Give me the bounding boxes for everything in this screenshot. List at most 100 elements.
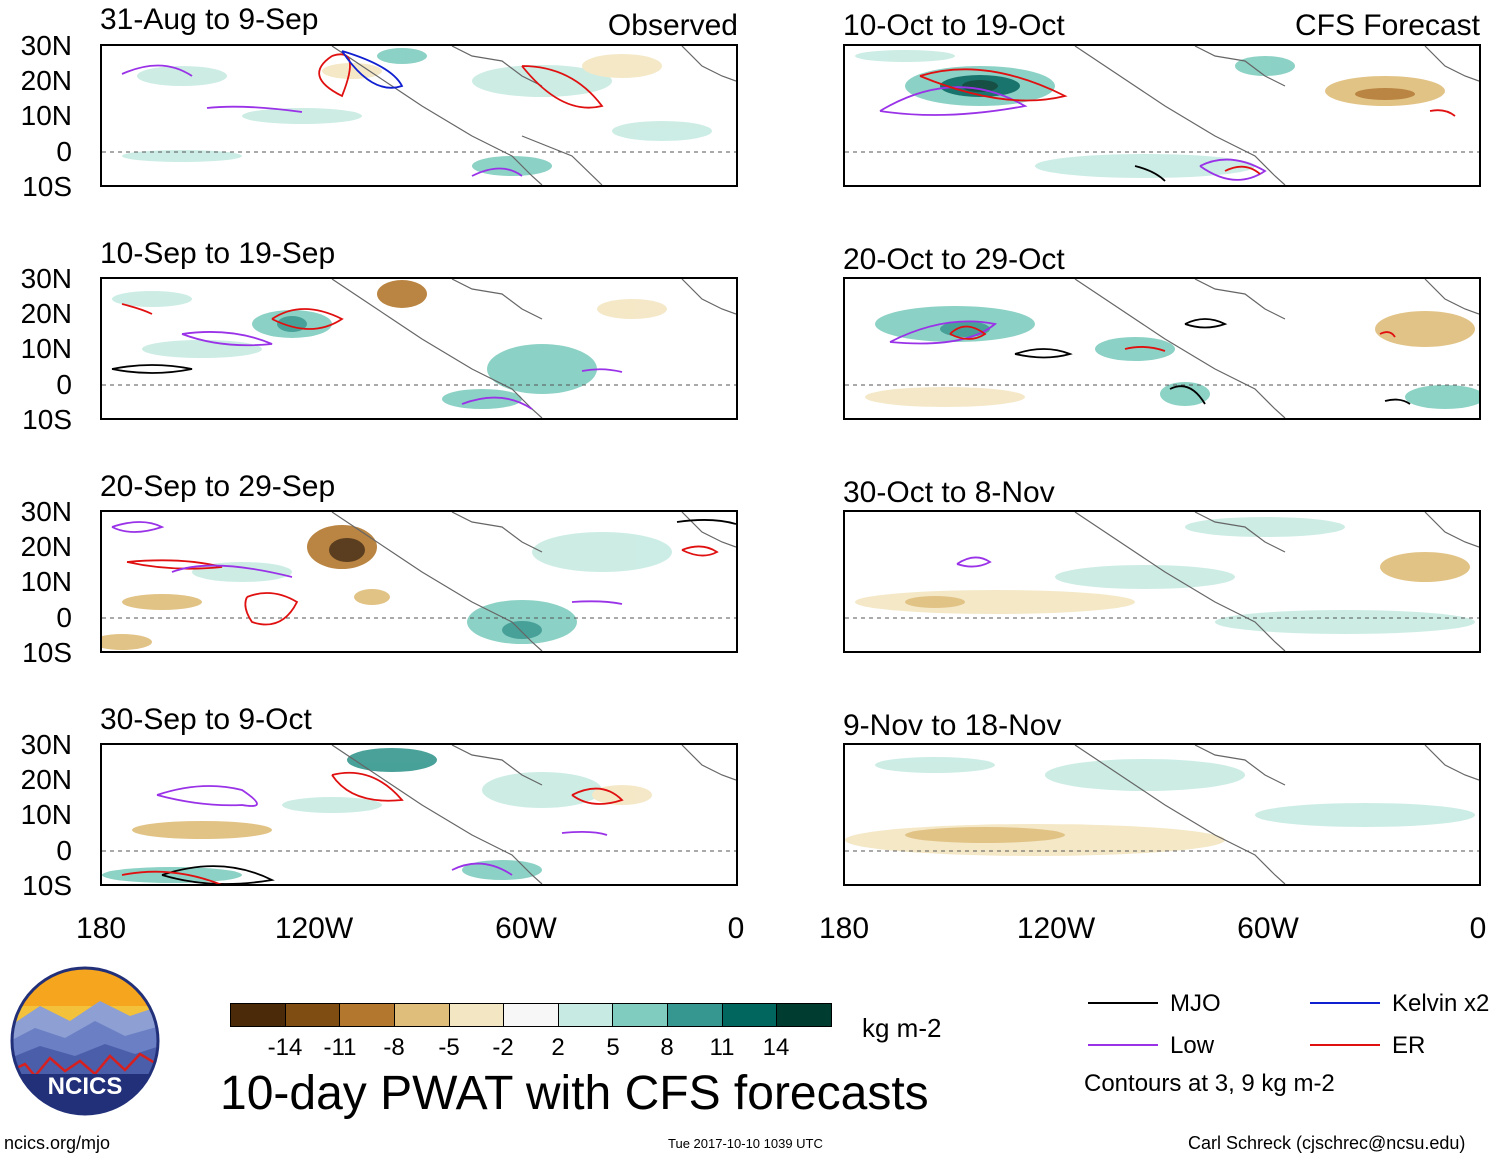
legend-swatch-low xyxy=(1088,1044,1158,1046)
lon-label: 60W xyxy=(495,912,557,945)
lat-label: 0 xyxy=(56,136,72,167)
legend-label-kelvin: Kelvin x2 xyxy=(1392,990,1490,1017)
panel-title-6: 20-Oct to 29-Oct xyxy=(843,243,1065,276)
legend-note: Contours at 3, 9 kg m-2 xyxy=(1084,1070,1335,1097)
colorbar-swatch xyxy=(339,1004,394,1026)
lat-label: 10S xyxy=(22,637,72,668)
contours xyxy=(889,318,1411,405)
colorbar-label: 8 xyxy=(660,1034,674,1061)
colorbar-label: 11 xyxy=(709,1034,735,1061)
lon-label: 0 xyxy=(727,912,745,945)
pwat-field xyxy=(855,517,1475,634)
lat-label: 20N xyxy=(20,298,72,329)
lat-label: 10S xyxy=(22,870,72,901)
colorbar-label: -14 xyxy=(267,1034,303,1061)
panel-title-5: 10-Oct to 19-Oct xyxy=(843,9,1065,42)
panel-title-4: 30-Sep to 9-Oct xyxy=(100,703,312,736)
colorbar-label: -5 xyxy=(438,1034,460,1061)
map-panel-7 xyxy=(843,510,1481,653)
ncics-logo: NCICS xyxy=(10,966,160,1116)
pwat-field xyxy=(102,748,652,883)
contours xyxy=(111,519,736,626)
panel-title-3: 20-Sep to 29-Sep xyxy=(100,470,336,503)
footer-credit: Carl Schreck (cjschrec@ncsu.edu) xyxy=(1188,1133,1466,1153)
legend-label-er: ER xyxy=(1392,1032,1426,1059)
colorbar-swatch xyxy=(503,1004,558,1026)
legend-swatch-er xyxy=(1310,1044,1380,1046)
map-panel-8 xyxy=(843,743,1481,886)
lat-label: 30N xyxy=(20,496,72,527)
lat-label: 10N xyxy=(20,566,72,597)
lon-label: 120W xyxy=(274,912,354,945)
colorbar-swatch xyxy=(612,1004,668,1026)
lat-label: 30N xyxy=(20,30,72,61)
map-panel-4 xyxy=(100,743,738,886)
lat-label: 20N xyxy=(20,531,72,562)
lat-label: 0 xyxy=(56,835,72,866)
coastline xyxy=(331,279,736,418)
lon-label: 0 xyxy=(1469,912,1487,945)
coastline xyxy=(1074,46,1479,185)
contours xyxy=(956,556,992,568)
colorbar-swatch xyxy=(448,1004,504,1026)
legend-label-low: Low xyxy=(1170,1032,1215,1059)
pwat-field xyxy=(865,306,1479,409)
pwat-field xyxy=(122,48,712,176)
map-panel-2 xyxy=(100,277,738,420)
lon-label: 60W xyxy=(1237,912,1299,945)
lat-label: 30N xyxy=(20,263,72,294)
map-panel-5 xyxy=(843,44,1481,187)
colorbar-swatch xyxy=(393,1004,449,1026)
lon-label: 120W xyxy=(1016,912,1096,945)
colorbar-label: -8 xyxy=(383,1034,405,1061)
coastline xyxy=(1074,512,1479,651)
lat-label: 10S xyxy=(22,171,72,202)
panel-tag-observed: Observed xyxy=(607,9,738,42)
map-panel-3 xyxy=(100,510,738,653)
lat-label: 30N xyxy=(20,729,72,760)
colorbar-swatch xyxy=(667,1004,722,1026)
colorbar-swatch xyxy=(284,1004,340,1026)
lat-label: 10N xyxy=(20,100,72,131)
coastline xyxy=(331,46,736,185)
colorbar-swatch xyxy=(721,1004,777,1026)
pwat-field xyxy=(845,757,1475,856)
colorbar-label: 14 xyxy=(762,1034,790,1061)
legend-swatch-kelvin xyxy=(1310,1002,1380,1004)
lat-label: 0 xyxy=(56,369,72,400)
colorbar-label: 2 xyxy=(551,1034,565,1061)
contours xyxy=(111,303,623,410)
panel-title-2: 10-Sep to 19-Sep xyxy=(100,237,336,270)
legend-label-mjo: MJO xyxy=(1170,990,1221,1017)
lat-label: 0 xyxy=(56,602,72,633)
colorbar-swatch xyxy=(557,1004,613,1026)
colorbar-swatch xyxy=(776,1004,832,1026)
panel-title-7: 30-Oct to 8-Nov xyxy=(843,476,1055,509)
coastline xyxy=(331,745,736,884)
lat-label: 20N xyxy=(20,764,72,795)
lon-label: 180 xyxy=(818,912,870,945)
panel-title-1: 31-Aug to 9-Sep xyxy=(100,3,319,36)
colorbar-unit: kg m-2 xyxy=(862,1013,942,1043)
panel-title-8: 9-Nov to 18-Nov xyxy=(843,709,1062,742)
legend-swatch-mjo xyxy=(1088,1002,1158,1004)
lat-label: 10N xyxy=(20,799,72,830)
lon-label: 180 xyxy=(75,912,127,945)
figure-title: 10-day PWAT with CFS forecasts xyxy=(220,1067,929,1120)
colorbar-label: 5 xyxy=(606,1034,620,1061)
logo-text: NCICS xyxy=(48,1073,123,1100)
coastline xyxy=(1074,745,1479,884)
coastline xyxy=(1074,279,1479,418)
panel-tag-cfs-forecast: CFS Forecast xyxy=(1294,9,1480,42)
lat-label: 10N xyxy=(20,333,72,364)
contours xyxy=(879,68,1456,182)
pwat-field xyxy=(112,280,667,409)
footer-url[interactable]: ncics.org/mjo xyxy=(4,1133,111,1153)
colorbar xyxy=(230,1003,832,1027)
pwat-field xyxy=(102,525,672,650)
map-panel-1 xyxy=(100,44,738,187)
colorbar-label: -2 xyxy=(492,1034,514,1061)
pwat-field xyxy=(855,50,1445,178)
lat-label: 10S xyxy=(22,404,72,435)
footer-timestamp: Tue 2017-10-10 1039 UTC xyxy=(668,1136,823,1151)
